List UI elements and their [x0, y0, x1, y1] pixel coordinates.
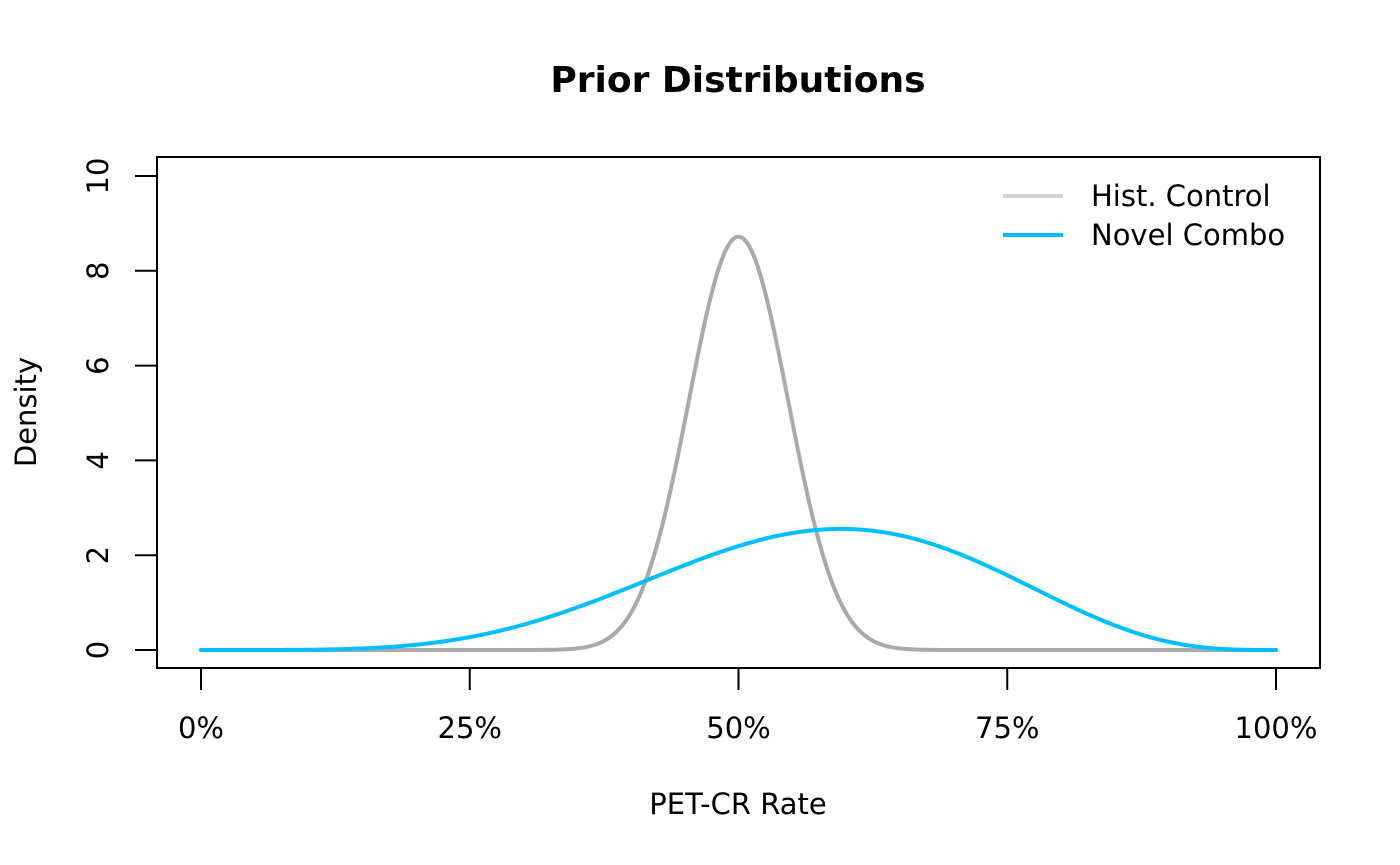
y-tick-label: 8 [81, 262, 115, 280]
legend: Hist. Control Novel Combo [1003, 179, 1285, 252]
y-axis: 0 2 4 6 8 10 [81, 158, 158, 659]
legend-label: Hist. Control [1091, 179, 1271, 213]
series-layer [199, 234, 1278, 652]
x-tick-label: 0% [178, 711, 224, 745]
y-tick-label: 0 [81, 641, 115, 659]
y-tick-label: 4 [81, 451, 115, 469]
x-tick-label: 50% [706, 711, 770, 745]
x-tick-label: 100% [1235, 711, 1318, 745]
x-axis-label: PET-CR Rate [649, 787, 826, 821]
x-tick-label: 25% [438, 711, 502, 745]
legend-label: Novel Combo [1091, 218, 1285, 252]
series-line-1 [199, 526, 1278, 652]
legend-item: Hist. Control [1003, 179, 1271, 213]
y-tick-label: 10 [81, 158, 115, 195]
y-tick-label: 2 [81, 546, 115, 564]
x-tick-label: 75% [975, 711, 1039, 745]
legend-item: Novel Combo [1003, 218, 1285, 252]
chart-title: Prior Distributions [550, 60, 925, 101]
series-line-0 [199, 234, 1278, 652]
x-axis: 0% 25% 50% 75% 100% [178, 667, 1318, 745]
y-axis-label: Density [9, 357, 43, 467]
y-tick-label: 6 [81, 356, 115, 374]
